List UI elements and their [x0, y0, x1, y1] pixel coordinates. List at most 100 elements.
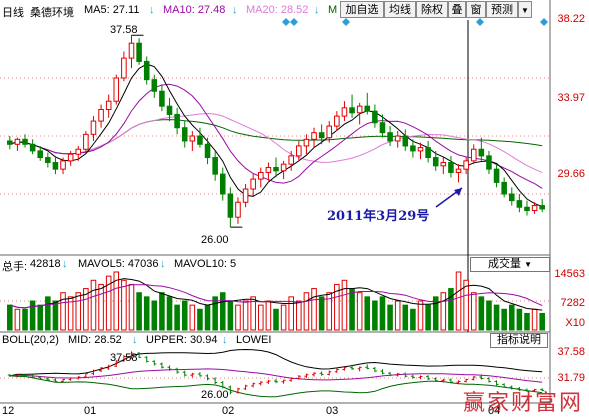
- candle-body: [379, 122, 386, 134]
- volume-bar: [379, 296, 386, 331]
- triangle-down-icon: ▼: [521, 6, 529, 15]
- add-favorite-button[interactable]: 加自选: [340, 1, 384, 18]
- volume-bar: [463, 279, 469, 331]
- mavol5-line: [9, 278, 543, 311]
- volume-bar: [29, 300, 36, 331]
- volume-bar: [166, 296, 173, 331]
- period-label: 日线: [2, 7, 24, 19]
- candle-body: [463, 160, 469, 170]
- moving-average-button[interactable]: 均线: [384, 1, 416, 18]
- volume-indicator-select[interactable]: 成交量 ▼: [470, 257, 550, 272]
- volume-bar: [372, 300, 378, 331]
- high-price-label: 37.58: [110, 24, 138, 36]
- volume-bar: [387, 304, 393, 331]
- volume-bar: [356, 292, 363, 331]
- volume-bar: [128, 283, 135, 331]
- volume-bar: [22, 308, 28, 331]
- ma5-value: MA5: 27.11: [84, 4, 140, 16]
- volume-bar: [174, 304, 180, 331]
- candle-body: [22, 138, 28, 145]
- candle-body: [334, 115, 340, 127]
- candle-body: [121, 57, 127, 79]
- price-axis-3: 29.66: [557, 168, 585, 180]
- candle-body: [432, 157, 439, 167]
- candle-body: [410, 145, 416, 152]
- x-axis-label-dec: 12: [2, 405, 15, 417]
- volume-bar: [508, 304, 515, 331]
- candle-body: [402, 135, 409, 147]
- candle-body: [448, 162, 454, 173]
- event-diamond-icon: [290, 18, 298, 26]
- candle-body: [250, 178, 256, 190]
- candle-body: [455, 168, 462, 173]
- candle-body: [159, 90, 165, 107]
- volume-bar: [334, 283, 340, 331]
- candle-body: [265, 166, 272, 173]
- volume-bar: [440, 292, 447, 331]
- boll-title-bar: BOLL(20,2) MID: 28.52 ↓ UPPER: 30.94 ↓ L…: [0, 334, 470, 348]
- ma20-arrow-icon: ↓: [314, 4, 320, 16]
- candle-body: [90, 120, 97, 135]
- volume-total: 42818: [30, 258, 61, 270]
- volume-bar: [105, 275, 112, 331]
- volume-bar: [45, 296, 51, 331]
- volume-bar: [265, 300, 272, 331]
- overlay-button[interactable]: 叠: [448, 1, 466, 18]
- volume-unit: X10: [565, 317, 585, 329]
- candle-body: [516, 200, 523, 208]
- volume-bar: [486, 300, 492, 331]
- boll-lower-line: [9, 375, 543, 398]
- boll-upper-line: [9, 348, 543, 377]
- x-axis-label-feb: 02: [222, 405, 235, 417]
- candle-body: [531, 205, 538, 212]
- candle-body: [417, 147, 424, 152]
- volume-bar: [394, 300, 401, 331]
- indicator-help-button[interactable]: 指标说明: [490, 333, 548, 348]
- ma20-line: [9, 112, 543, 174]
- event-diamond-icon: [282, 18, 290, 26]
- forecast-button[interactable]: 预测: [486, 1, 518, 18]
- window-button[interactable]: 窗: [466, 1, 486, 18]
- chevron-down-icon: ▼: [524, 260, 532, 269]
- dropdown-button[interactable]: ▼: [518, 1, 532, 18]
- boll-high-label: 37.58: [110, 352, 138, 364]
- volume-bar: [531, 308, 538, 331]
- volume-bar: [524, 312, 530, 331]
- volume-bar: [75, 292, 82, 331]
- watermark-logo: 赢家财富网: [462, 391, 583, 416]
- candle-body: [7, 140, 13, 145]
- boll-mid-line: [9, 368, 543, 383]
- candle-body: [364, 105, 371, 112]
- volume-bar: [311, 288, 317, 331]
- ma5-line: [9, 63, 543, 208]
- candle-body: [349, 107, 355, 114]
- ex-right-button[interactable]: 除权: [416, 1, 448, 18]
- candle-body: [143, 60, 150, 81]
- volume-bar: [181, 300, 188, 331]
- volume-bar: [493, 304, 500, 331]
- candle-body: [318, 132, 325, 139]
- volume-bar: [121, 279, 127, 331]
- ma10-value: MA10: 27.48: [163, 4, 226, 16]
- volume-title-bar: 总手: 42818 ↓ MAVOL5: 47036 ↓ MAVOL10: 5: [0, 258, 470, 273]
- volume-bar: [539, 312, 545, 331]
- stock-name: 桑德环境: [30, 7, 74, 19]
- candle-body: [356, 105, 363, 114]
- candle-body: [242, 188, 249, 203]
- volume-bar: [52, 300, 59, 331]
- volume-bar: [296, 300, 302, 331]
- volume-bar: [417, 300, 424, 331]
- candle-body: [296, 145, 302, 157]
- volume-bar: [204, 304, 211, 331]
- mavol10-line: [9, 284, 543, 309]
- candle-body: [136, 42, 142, 62]
- candle-body: [478, 148, 485, 157]
- volume-bar: [159, 292, 165, 331]
- price-axis-2: 33.97: [557, 92, 585, 104]
- candle-body: [14, 138, 21, 145]
- date-arrow-head: [454, 188, 462, 196]
- candle-body: [387, 132, 393, 142]
- boll-mid: MID: 28.52: [68, 334, 122, 346]
- candle-body: [341, 107, 348, 117]
